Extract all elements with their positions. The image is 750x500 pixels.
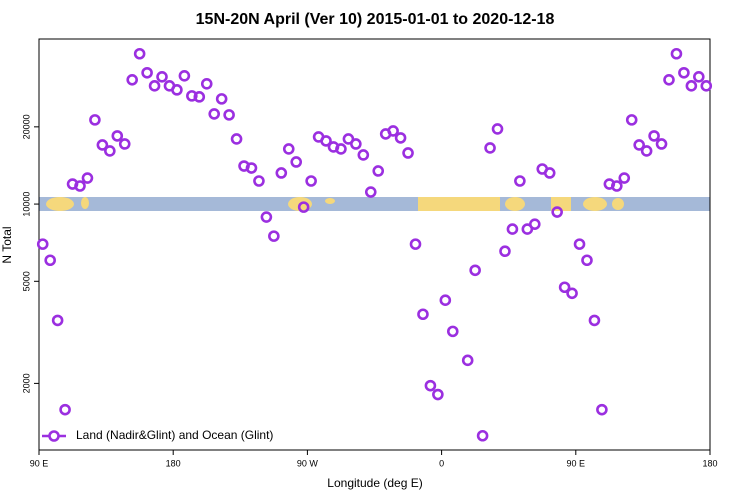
point bbox=[499, 245, 511, 258]
x-tick-label: 90 E bbox=[30, 458, 49, 468]
point bbox=[618, 172, 631, 184]
point bbox=[633, 139, 645, 151]
point bbox=[424, 379, 437, 392]
point bbox=[126, 73, 138, 86]
legend-text: Land (Nadir&Glint) and Ocean (Glint) bbox=[76, 428, 273, 442]
point bbox=[268, 230, 280, 242]
point bbox=[588, 314, 601, 327]
y-tick-label: 5000 bbox=[21, 271, 31, 291]
point bbox=[506, 223, 519, 235]
map-strip bbox=[39, 197, 710, 211]
point bbox=[655, 138, 668, 150]
point bbox=[670, 47, 683, 60]
point bbox=[543, 167, 556, 179]
point bbox=[566, 287, 578, 300]
point bbox=[484, 142, 496, 154]
y-tick-label: 10000 bbox=[21, 192, 31, 217]
point bbox=[230, 133, 243, 145]
x-tick-label: 180 bbox=[702, 458, 717, 468]
point bbox=[253, 175, 265, 187]
point bbox=[260, 211, 273, 223]
point bbox=[156, 71, 168, 83]
point bbox=[36, 238, 49, 250]
point bbox=[200, 78, 213, 90]
chart-title: 15N-20N April (Ver 10) 2015-01-01 to 202… bbox=[196, 11, 555, 28]
point bbox=[439, 294, 452, 306]
point bbox=[402, 147, 414, 159]
point bbox=[148, 80, 161, 92]
point bbox=[282, 143, 295, 155]
point bbox=[528, 218, 541, 230]
point bbox=[320, 135, 332, 147]
point bbox=[663, 73, 675, 86]
point bbox=[59, 403, 71, 416]
point bbox=[111, 130, 124, 142]
point bbox=[648, 130, 660, 142]
point bbox=[364, 186, 377, 198]
point bbox=[469, 264, 481, 277]
point bbox=[245, 162, 258, 174]
point bbox=[133, 47, 146, 60]
y-tick-label: 20000 bbox=[21, 114, 31, 139]
point bbox=[581, 254, 593, 267]
legend-marker bbox=[48, 430, 60, 442]
point bbox=[573, 238, 586, 250]
point bbox=[387, 125, 399, 137]
point bbox=[141, 66, 153, 79]
point bbox=[417, 308, 429, 321]
point bbox=[215, 93, 228, 105]
point bbox=[275, 167, 288, 179]
point bbox=[223, 109, 235, 121]
point bbox=[558, 281, 571, 294]
point bbox=[409, 238, 422, 250]
point bbox=[446, 325, 459, 338]
point bbox=[476, 429, 489, 442]
point bbox=[596, 403, 608, 416]
point bbox=[89, 114, 101, 126]
point bbox=[611, 180, 623, 192]
point bbox=[640, 145, 653, 157]
point bbox=[514, 175, 526, 187]
point bbox=[342, 133, 355, 145]
point bbox=[357, 149, 370, 161]
point bbox=[118, 138, 131, 150]
point bbox=[44, 254, 56, 267]
point bbox=[74, 180, 86, 192]
y-tick-label: 2000 bbox=[21, 373, 31, 393]
point bbox=[305, 175, 317, 187]
point bbox=[186, 90, 198, 102]
x-tick-label: 90 E bbox=[567, 458, 586, 468]
point bbox=[193, 91, 206, 103]
point bbox=[290, 156, 303, 168]
point bbox=[350, 138, 362, 150]
point bbox=[171, 84, 183, 96]
plot-frame bbox=[38, 38, 711, 451]
point bbox=[81, 172, 94, 184]
x-tick-label: 0 bbox=[439, 458, 444, 468]
point bbox=[372, 165, 385, 177]
x-axis-label: Longitude (deg E) bbox=[327, 476, 422, 490]
x-tick-label: 180 bbox=[166, 458, 181, 468]
y-axis-label: N Total bbox=[0, 226, 14, 263]
point bbox=[208, 108, 221, 120]
point bbox=[96, 139, 109, 151]
point bbox=[297, 201, 310, 213]
point bbox=[178, 70, 191, 82]
point bbox=[685, 80, 698, 92]
point bbox=[394, 132, 407, 144]
point bbox=[693, 71, 705, 83]
point bbox=[678, 66, 690, 79]
point bbox=[335, 143, 347, 155]
point bbox=[461, 354, 474, 367]
point bbox=[625, 114, 638, 126]
point bbox=[491, 123, 504, 135]
point bbox=[432, 388, 444, 401]
point bbox=[51, 314, 64, 327]
x-tick-label: 90 W bbox=[297, 458, 319, 468]
point bbox=[700, 80, 713, 92]
point bbox=[551, 206, 563, 218]
point bbox=[104, 145, 116, 157]
